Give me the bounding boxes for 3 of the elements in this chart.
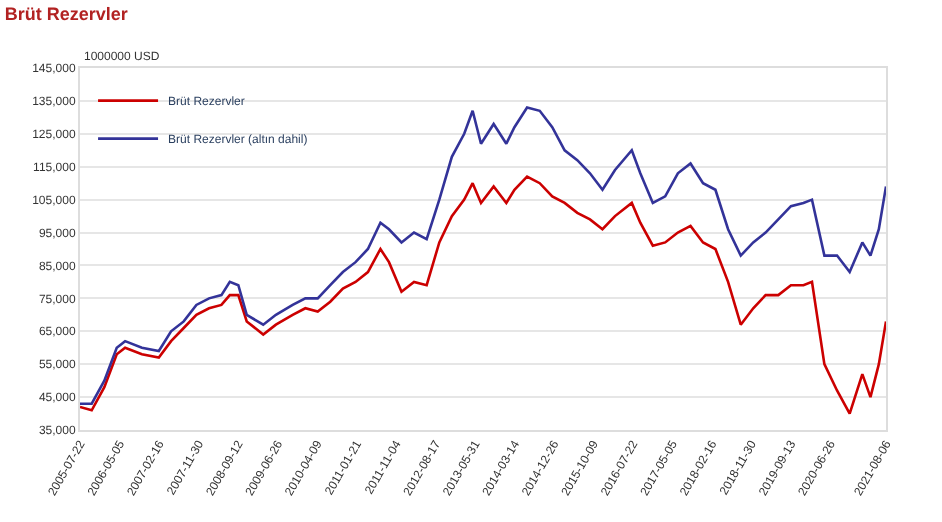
- chart-title: Brüt Rezervler: [4, 4, 129, 25]
- line-series: [80, 106, 886, 405]
- line-series: [80, 175, 886, 415]
